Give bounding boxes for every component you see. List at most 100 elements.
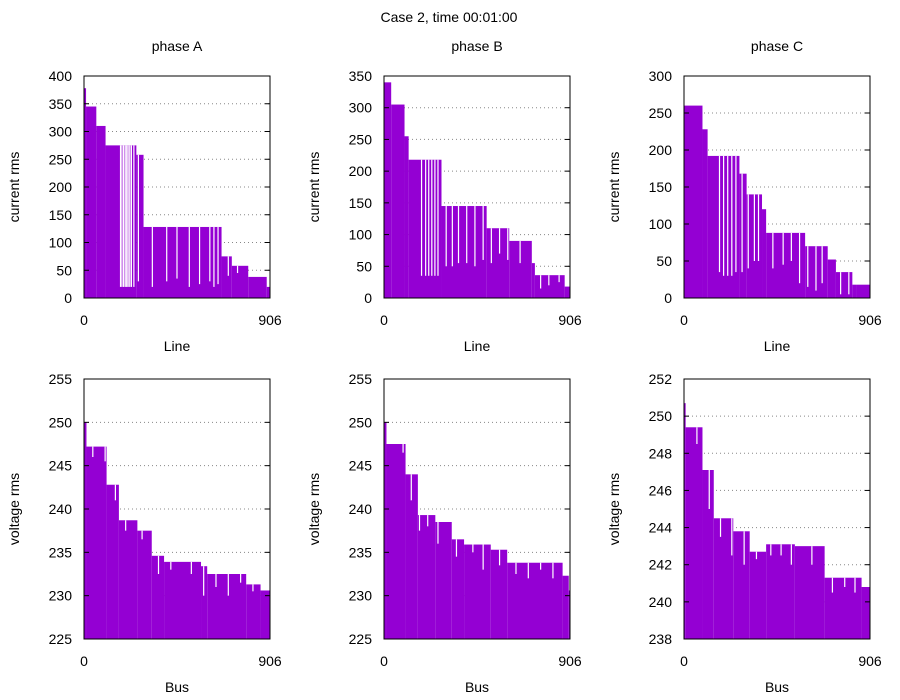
bar-dip bbox=[129, 145, 131, 287]
y-tick-label: 250 bbox=[649, 408, 673, 424]
x-tick-label: 0 bbox=[380, 653, 388, 669]
bar-segment bbox=[384, 422, 387, 639]
bar-dip bbox=[137, 154, 139, 282]
bar-dip bbox=[558, 275, 560, 283]
bar-segment bbox=[464, 544, 491, 639]
x-tick-label: 906 bbox=[858, 312, 882, 328]
bar-segment bbox=[451, 539, 465, 639]
bar-dip bbox=[166, 226, 168, 282]
bar-segment bbox=[749, 551, 767, 639]
y-tick-label: 50 bbox=[356, 258, 372, 274]
y-tick-label: 240 bbox=[349, 501, 373, 517]
bar-segment bbox=[106, 484, 119, 639]
x-axis-label: Line bbox=[164, 338, 191, 354]
bar-segment bbox=[762, 209, 767, 298]
bar-dip bbox=[124, 145, 126, 287]
bar-dip bbox=[731, 155, 733, 276]
y-tick-label: 225 bbox=[349, 631, 373, 647]
y-tick-label: 255 bbox=[49, 371, 73, 387]
bar-dip bbox=[125, 520, 127, 531]
bar-dip bbox=[418, 515, 421, 531]
bar-dip bbox=[213, 226, 215, 287]
panel-6: 238 240 242 244 246 248 250 252 0 906 Bus voltage r… bbox=[606, 371, 882, 695]
y-tick-label: 235 bbox=[49, 544, 73, 560]
bar-dip bbox=[696, 427, 698, 444]
bar-segment bbox=[852, 284, 857, 298]
bar-dip bbox=[114, 484, 116, 501]
bar-dip bbox=[790, 544, 792, 565]
y-tick-label: 250 bbox=[649, 105, 673, 121]
bar-dip bbox=[782, 232, 784, 265]
bar-segment bbox=[248, 276, 267, 298]
bar-dip bbox=[434, 159, 436, 276]
y-tick-label: 300 bbox=[49, 124, 73, 140]
bar-dip bbox=[498, 228, 501, 254]
bar-dip bbox=[519, 240, 521, 264]
plot-frame bbox=[683, 378, 871, 640]
bar-dip bbox=[540, 562, 542, 570]
bar-dip bbox=[151, 226, 153, 287]
bar-dip bbox=[121, 145, 123, 287]
y-tick-label: 300 bbox=[349, 100, 373, 116]
bar-dip bbox=[821, 246, 823, 284]
bar-segment bbox=[405, 474, 418, 639]
bar-dip bbox=[141, 530, 143, 540]
y-tick-label: 350 bbox=[49, 96, 73, 112]
bar-dip bbox=[848, 272, 850, 295]
bar-dip bbox=[482, 206, 484, 260]
bar-segment bbox=[86, 106, 97, 299]
y-tick-label: 100 bbox=[349, 227, 373, 243]
bar-dip bbox=[854, 577, 856, 593]
bar-dip bbox=[527, 562, 529, 579]
bar-dip bbox=[482, 544, 484, 570]
y-axis-label: current rms bbox=[606, 152, 622, 223]
bar-dip bbox=[188, 226, 190, 287]
y-axis-label: voltage rms bbox=[306, 473, 322, 545]
y-tick-label: 240 bbox=[649, 594, 673, 610]
bar-dip bbox=[215, 574, 217, 587]
bar-dip bbox=[457, 206, 460, 264]
bar-dip bbox=[227, 256, 229, 276]
x-axis-label: Line bbox=[764, 338, 791, 354]
bar-dip bbox=[474, 206, 476, 267]
y-tick-label: 200 bbox=[649, 142, 673, 158]
y-tick-label: 244 bbox=[649, 520, 673, 536]
bar-segment bbox=[404, 136, 409, 298]
bar-dip bbox=[755, 551, 758, 560]
panel-4: 225 230 235 240 245 250 255 0 906 Bus voltage rms bbox=[6, 371, 282, 695]
y-tick-label: 230 bbox=[49, 588, 73, 604]
y-tick-label: 225 bbox=[49, 631, 73, 647]
bar-dip bbox=[844, 577, 846, 587]
y-tick-label: 240 bbox=[49, 501, 73, 517]
bar-segment bbox=[441, 206, 487, 298]
bar-segment bbox=[733, 531, 750, 639]
bar-dip bbox=[236, 265, 239, 274]
bar-segment bbox=[856, 284, 870, 298]
bar-dip bbox=[815, 246, 817, 291]
bar-dip bbox=[708, 470, 710, 509]
x-tick-label: 906 bbox=[558, 653, 582, 669]
y-tick-label: 245 bbox=[49, 458, 73, 474]
bar-segment bbox=[685, 427, 703, 639]
y-tick-label: 246 bbox=[649, 482, 673, 498]
bar-segment bbox=[417, 515, 436, 639]
bar-dip bbox=[770, 544, 772, 556]
x-axis-label: Bus bbox=[165, 679, 189, 695]
bar-segment bbox=[143, 226, 222, 298]
panel-title: phase C bbox=[751, 38, 803, 54]
bar-segment bbox=[684, 105, 703, 298]
bar-dip bbox=[772, 232, 774, 269]
bar-dip bbox=[490, 228, 492, 264]
bar-dip bbox=[176, 226, 178, 279]
x-tick-label: 0 bbox=[80, 653, 88, 669]
bar-dip bbox=[425, 159, 427, 276]
bar-dip bbox=[252, 584, 254, 592]
bar-dip bbox=[437, 522, 439, 544]
bar-segment bbox=[386, 444, 406, 639]
y-tick-label: 0 bbox=[364, 290, 372, 306]
bar-dip bbox=[731, 518, 733, 556]
bar-dip bbox=[552, 562, 554, 579]
bar-dip bbox=[807, 246, 809, 287]
bar-dip bbox=[840, 272, 842, 295]
bar-segment bbox=[486, 228, 510, 298]
